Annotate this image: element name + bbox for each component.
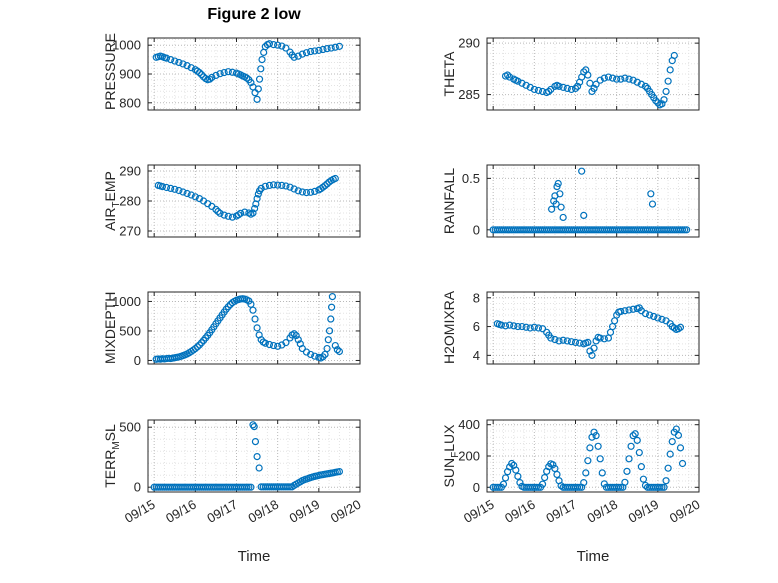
plot-area-terr-msl: 0 500 09/15 09/16 09/17 09/18 09/19 09/20: [119, 419, 364, 526]
svg-text:285: 285: [458, 87, 480, 102]
svg-text:1000: 1000: [112, 294, 141, 309]
svg-text:09/15: 09/15: [122, 497, 158, 526]
subplot-sun-flux: SUNFLUX 0 200 400 09/15 09/16 09/17 09/18 09/19…: [437, 416, 707, 532]
plot-area-pressure: 800 900 1000: [112, 37, 361, 111]
svg-text:900: 900: [119, 67, 141, 82]
y-axis-label-theta: THETA: [441, 51, 457, 97]
subplot-pressure: PRESSURE 800 900 1000: [98, 32, 368, 118]
svg-text:270: 270: [119, 224, 141, 239]
svg-text:200: 200: [458, 449, 480, 464]
svg-text:09/15: 09/15: [461, 497, 497, 526]
svg-text:09/20: 09/20: [667, 497, 703, 526]
svg-text:09/18: 09/18: [245, 497, 281, 526]
svg-text:09/16: 09/16: [502, 497, 538, 526]
svg-text:09/18: 09/18: [584, 497, 620, 526]
x-axis-label-left: Time: [237, 548, 271, 565]
svg-text:1000: 1000: [112, 38, 141, 53]
y-axis-label-sun-flux: SUNFLUX: [441, 424, 461, 488]
y-axis-label-h2omixra: H2OMIXRA: [441, 290, 457, 364]
subplot-air-temp: AIRTEMP 270 280 290: [98, 161, 368, 245]
subplot-rainfall: RAINFALL 0 0.5: [437, 161, 707, 245]
svg-text:800: 800: [119, 95, 141, 110]
subplot-h2omixra: H2OMIXRA 4 6 8: [437, 288, 707, 372]
svg-text:280: 280: [119, 194, 141, 209]
plot-area-air-temp: 270 280 290: [119, 164, 361, 239]
plot-area-h2omixra: 4 6 8: [473, 290, 700, 365]
svg-text:4: 4: [473, 348, 480, 363]
figure-title: Figure 2 low: [207, 6, 301, 23]
svg-text:6: 6: [473, 319, 480, 334]
subplot-mixdepth: MIXDEPTH 0 500 1000: [98, 288, 368, 372]
subplot-terr-msl: TERRMSL 0 500 09/15 09/16 09/17 09/18 09/19 09/…: [98, 416, 368, 532]
y-axis-label-rainfall: RAINFALL: [441, 167, 457, 235]
svg-text:400: 400: [458, 417, 480, 432]
svg-text:290: 290: [119, 164, 141, 179]
svg-text:09/17: 09/17: [543, 497, 579, 526]
plot-area-mixdepth: 0 500 1000: [112, 291, 361, 368]
svg-text:09/16: 09/16: [163, 497, 199, 526]
svg-text:500: 500: [119, 323, 141, 338]
y-axis-label-mixdepth: MIXDEPTH: [102, 291, 118, 364]
svg-text:8: 8: [473, 290, 480, 305]
plot-area-sun-flux: 0 200 400 09/15 09/16 09/17 09/18 09/19 09/20: [458, 417, 703, 526]
svg-text:09/17: 09/17: [204, 497, 240, 526]
plot-area-rainfall: 00.5: [462, 164, 700, 238]
svg-text:09/19: 09/19: [287, 497, 323, 526]
svg-text:0: 0: [473, 222, 480, 237]
y-axis-label-terr-msl: TERRMSL: [102, 424, 122, 488]
svg-text:09/19: 09/19: [626, 497, 662, 526]
y-axis-label-air-temp: AIRTEMP: [102, 171, 122, 231]
svg-text:0: 0: [134, 353, 141, 368]
plot-area-theta: 285 290: [458, 36, 700, 111]
svg-text:0: 0: [134, 480, 141, 495]
svg-text:500: 500: [119, 420, 141, 435]
svg-text:0.5: 0.5: [462, 171, 480, 186]
svg-text:290: 290: [458, 36, 480, 51]
svg-text:0: 0: [473, 480, 480, 495]
y-axis-label-pressure: PRESSURE: [102, 32, 118, 110]
subplot-theta: THETA 285 290: [437, 34, 707, 118]
x-axis-label-right: Time: [576, 548, 610, 565]
svg-text:09/20: 09/20: [328, 497, 364, 526]
